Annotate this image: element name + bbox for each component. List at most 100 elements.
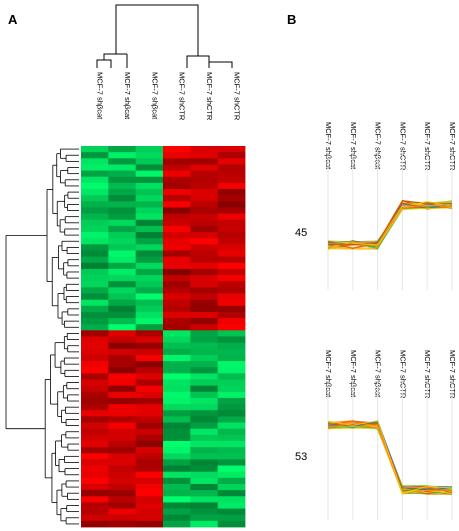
heatmap-cell <box>81 367 109 374</box>
heatmap-cell <box>163 182 191 190</box>
heatmap-cell <box>81 195 109 202</box>
heatmap-cell <box>81 225 109 233</box>
heatmap-cell <box>217 514 246 522</box>
heatmap-cell <box>217 447 246 454</box>
heatmap-cell <box>217 244 246 251</box>
heatmap-cell <box>108 256 137 264</box>
heatmap-cell <box>135 176 164 184</box>
heatmap-cell <box>190 318 219 325</box>
heatmap-cell <box>135 250 164 258</box>
column-dendrogram <box>96 4 233 68</box>
profile-column-label: MCF-7 shCTR <box>398 122 407 171</box>
heatmap-cell <box>81 311 109 319</box>
heatmap-cell <box>163 219 191 227</box>
heatmap-cell <box>81 514 109 522</box>
heatmap-cell <box>190 434 219 442</box>
heatmap-cell <box>190 219 219 227</box>
heatmap-cell <box>163 373 191 380</box>
profile-line <box>327 421 453 495</box>
heatmap-cell <box>81 490 109 497</box>
heatmap-cell <box>108 281 137 288</box>
heatmap-cell <box>190 324 219 331</box>
heatmap-cell <box>81 348 109 356</box>
heatmap-cell <box>135 262 164 270</box>
heatmap-cell <box>217 152 246 159</box>
heatmap-column-label: MCF-7 shCTR <box>178 72 187 121</box>
heatmap-cell <box>163 416 191 423</box>
heatmap-cell <box>108 465 137 473</box>
heatmap-cell <box>135 201 164 208</box>
heatmap-cell <box>163 459 191 466</box>
heatmap-cell <box>190 477 219 485</box>
heatmap-cell <box>81 391 109 399</box>
heatmap-cell <box>81 305 109 313</box>
heatmap-cell <box>108 182 137 190</box>
heatmap-cell <box>81 354 109 362</box>
heatmap-cell <box>81 213 109 221</box>
heatmap-cell <box>81 477 109 485</box>
heatmap-cell <box>163 477 191 485</box>
heatmap-cell <box>81 318 109 325</box>
heatmap-cell <box>108 318 137 325</box>
heatmap-cell <box>81 502 109 509</box>
heatmap-cell <box>135 465 164 473</box>
heatmap-cell <box>163 250 191 258</box>
heatmap-cell <box>135 311 164 319</box>
heatmap-cell <box>190 330 219 337</box>
heatmap-cell <box>81 281 109 288</box>
heatmap-cell <box>217 422 246 430</box>
heatmap-cell <box>190 379 219 387</box>
heatmap-cell <box>108 244 137 251</box>
heatmap-cell <box>217 428 246 436</box>
heatmap-cell <box>81 250 109 258</box>
heatmap-cell <box>190 158 219 165</box>
heatmap-cell <box>190 250 219 258</box>
heatmap-cell <box>163 238 191 245</box>
heatmap-cell <box>81 459 109 466</box>
heatmap-cell <box>135 367 164 374</box>
heatmap-cell <box>135 189 164 196</box>
heatmap-cell <box>190 416 219 423</box>
heatmap-cell <box>81 287 109 294</box>
heatmap-cell <box>108 324 137 331</box>
heatmap-cell <box>217 146 246 153</box>
heatmap-cell <box>217 305 246 313</box>
heatmap-cell <box>190 238 219 245</box>
heatmap-cell <box>190 397 219 405</box>
heatmap-cell <box>163 176 191 184</box>
heatmap-cell <box>108 238 137 245</box>
heatmap-cell <box>108 459 137 466</box>
heatmap-cell <box>190 311 219 319</box>
heatmap-cell <box>108 213 137 221</box>
heatmap-cell <box>217 158 246 165</box>
heatmap-cell <box>163 189 191 196</box>
heatmap-cell <box>190 496 219 503</box>
heatmap-cell <box>217 385 246 393</box>
heatmap-cell <box>190 189 219 196</box>
heatmap-cell <box>81 422 109 430</box>
heatmap-cell <box>163 453 191 460</box>
heatmap-cell <box>135 428 164 436</box>
profile-column-label: MCF-7 shCTR <box>423 350 432 399</box>
heatmap-cell <box>190 410 219 417</box>
heatmap-cell <box>135 170 164 178</box>
heatmap-cell <box>217 268 246 276</box>
heatmap-cell <box>190 152 219 159</box>
heatmap-cell <box>135 348 164 356</box>
heatmap-cell <box>163 342 191 350</box>
profile-column-label: MCF-7 shβcat <box>349 350 358 398</box>
row-dendrogram <box>5 148 79 525</box>
profile-column-label: MCF-7 shβcat <box>374 350 383 398</box>
heatmap-cell <box>81 207 109 214</box>
heatmap-cell <box>190 385 219 393</box>
heatmap-cell <box>108 502 137 509</box>
heatmap-cell <box>135 152 164 159</box>
heatmap-cell <box>190 213 219 221</box>
heatmap-cell <box>163 256 191 264</box>
heatmap-cell <box>190 373 219 380</box>
profile-column-label: MCF-7 shβcat <box>349 122 358 170</box>
heatmap-cell <box>135 318 164 325</box>
heatmap-cell <box>190 361 219 368</box>
heatmap-cell <box>108 447 137 454</box>
